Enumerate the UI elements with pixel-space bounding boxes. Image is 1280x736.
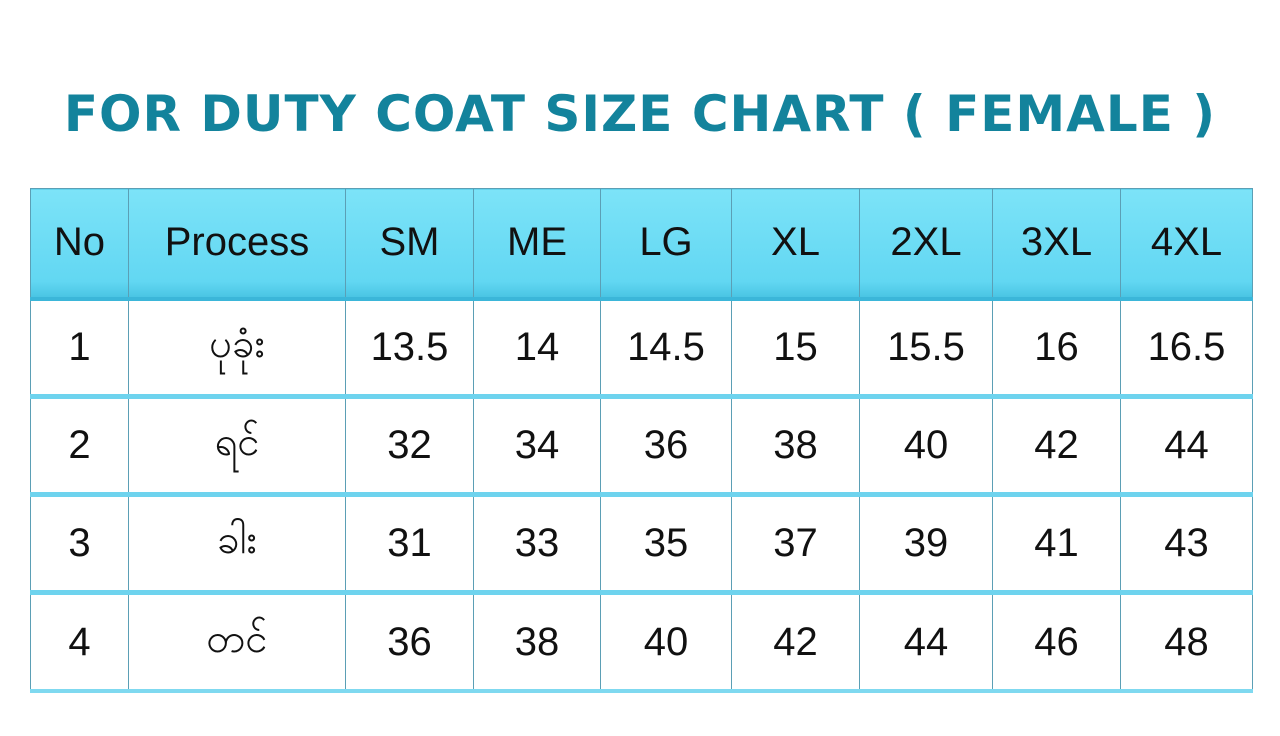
cell-2xl: 44 (859, 592, 993, 694)
cell-me: 38 (473, 592, 601, 694)
cell-process: တင် (128, 592, 346, 694)
cell-me: 14 (473, 298, 601, 400)
cell-no: 1 (30, 298, 129, 400)
header-lg: LG (600, 188, 732, 301)
cell-me: 34 (473, 396, 601, 498)
cell-xl: 38 (731, 396, 860, 498)
cell-4xl: 44 (1120, 396, 1253, 498)
header-4xl: 4XL (1120, 188, 1253, 301)
cell-3xl: 46 (992, 592, 1121, 694)
cell-xl: 15 (731, 298, 860, 400)
table-row: 3 ခါး 31 33 35 37 39 41 43 (30, 494, 1253, 596)
cell-lg: 14.5 (600, 298, 732, 400)
cell-2xl: 39 (859, 494, 993, 596)
header-row: No Process SM ME LG XL 2XL 3XL 4XL (30, 188, 1253, 301)
cell-no: 3 (30, 494, 129, 596)
cell-process: ပုခုံး (128, 298, 346, 400)
page-title: For Duty Coat Size Chart ( Female ) (63, 85, 1217, 143)
cell-4xl: 43 (1120, 494, 1253, 596)
cell-process: ရင် (128, 396, 346, 498)
cell-no: 2 (30, 396, 129, 498)
cell-4xl: 16.5 (1120, 298, 1253, 400)
cell-2xl: 40 (859, 396, 993, 498)
cell-sm: 13.5 (345, 298, 474, 400)
cell-sm: 31 (345, 494, 474, 596)
table-row: 1 ပုခုံး 13.5 14 14.5 15 15.5 16 16.5 (30, 298, 1253, 400)
table-row: 4 တင် 36 38 40 42 44 46 48 (30, 592, 1253, 694)
cell-2xl: 15.5 (859, 298, 993, 400)
header-me: ME (473, 188, 601, 301)
cell-4xl: 48 (1120, 592, 1253, 694)
header-3xl: 3XL (992, 188, 1121, 301)
cell-me: 33 (473, 494, 601, 596)
cell-sm: 32 (345, 396, 474, 498)
size-chart-table: No Process SM ME LG XL 2XL 3XL 4XL 1 ပုခ… (30, 188, 1253, 694)
cell-lg: 36 (600, 396, 732, 498)
header-sm: SM (345, 188, 474, 301)
cell-process: ခါး (128, 494, 346, 596)
header-process: Process (128, 188, 346, 301)
cell-3xl: 42 (992, 396, 1121, 498)
cell-lg: 40 (600, 592, 732, 694)
cell-xl: 42 (731, 592, 860, 694)
cell-3xl: 41 (992, 494, 1121, 596)
header-xl: XL (731, 188, 860, 301)
table-row: 2 ရင် 32 34 36 38 40 42 44 (30, 396, 1253, 498)
cell-sm: 36 (345, 592, 474, 694)
cell-3xl: 16 (992, 298, 1121, 400)
header-no: No (30, 188, 129, 301)
header-2xl: 2XL (859, 188, 993, 301)
cell-no: 4 (30, 592, 129, 694)
cell-xl: 37 (731, 494, 860, 596)
cell-lg: 35 (600, 494, 732, 596)
